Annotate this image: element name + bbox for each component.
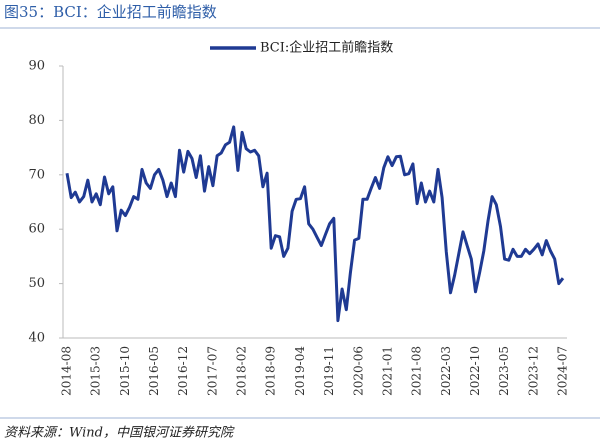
x-tick-label: 2023-05 (497, 346, 511, 396)
x-tick-label: 2017-07 (205, 346, 219, 396)
x-tick-label: 2014-08 (60, 346, 74, 396)
x-tick-label: 2018-09 (264, 346, 278, 396)
y-tick-label: 70 (28, 167, 45, 182)
y-tick-label: 40 (28, 331, 45, 346)
x-tick-label: 2021-08 (410, 346, 424, 396)
x-tick-label: 2015-10 (118, 346, 132, 396)
y-tick-label: 80 (28, 113, 45, 128)
x-tick-label: 2021-01 (380, 346, 394, 396)
chart-title: 图35：BCI：企业招工前瞻指数 (4, 3, 217, 21)
x-tick-label: 2020-06 (351, 346, 365, 396)
x-tick-label: 2019-11 (322, 346, 336, 396)
y-tick-label: 50 (28, 276, 45, 291)
y-tick-label: 90 (28, 59, 45, 74)
x-tick-label: 2019-04 (293, 346, 307, 396)
y-tick-label: 60 (28, 222, 45, 237)
x-tick-label: 2016-05 (147, 346, 161, 396)
x-tick-label: 2018-02 (235, 346, 249, 396)
legend-label: BCI:企业招工前瞻指数 (260, 40, 393, 56)
x-tick-label: 2023-12 (526, 346, 540, 396)
x-tick-label: 2024-07 (556, 346, 570, 396)
x-tick-label: 2015-03 (89, 346, 103, 396)
source: 资料来源：Wind，中国银河证券研究院 (4, 425, 235, 441)
x-tick-label: 2022-03 (439, 346, 453, 396)
x-tick-label: 2016-12 (176, 346, 190, 396)
line-series (65, 125, 565, 323)
x-tick-label: 2022-10 (468, 346, 482, 396)
